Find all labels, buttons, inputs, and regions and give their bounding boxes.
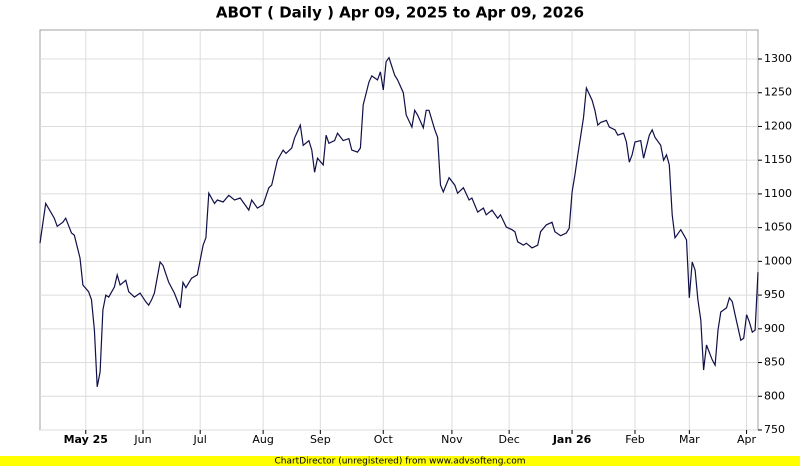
y-tick-label: 1300	[764, 52, 792, 65]
x-tick-label: Dec	[498, 433, 519, 446]
x-tick-label: Nov	[441, 433, 463, 446]
x-tick-label: Aug	[252, 433, 273, 446]
y-tick-label: 1000	[764, 254, 792, 267]
plot-area	[39, 29, 759, 431]
chart-title: ABOT ( Daily ) Apr 09, 2025 to Apr 09, 2…	[216, 4, 584, 22]
x-tick-label: May 25	[64, 433, 108, 446]
x-tick-label: Jan 26	[552, 433, 592, 446]
x-tick-label: Mar	[679, 433, 700, 446]
x-tick-label: Oct	[374, 433, 394, 446]
y-tick-label: 900	[764, 322, 785, 335]
x-tick-label: Jul	[193, 433, 207, 446]
y-tick-label: 1100	[764, 187, 792, 200]
x-tick-label: Feb	[625, 433, 644, 446]
y-tick-label: 750	[764, 423, 785, 436]
y-tick-label: 850	[764, 356, 785, 369]
footer: ChartDirector (unregistered) from www.ad…	[274, 457, 525, 467]
y-tick-label: 1150	[764, 153, 792, 166]
footer-bar	[0, 456, 800, 466]
y-tick-label: 800	[764, 389, 785, 402]
x-tick-label: Jun	[133, 433, 151, 446]
y-tick-label: 1200	[764, 119, 792, 132]
x-tick-label: Apr	[737, 433, 757, 446]
y-tick-label: 1050	[764, 221, 792, 234]
price-line	[39, 56, 759, 387]
y-tick-label: 950	[764, 288, 785, 301]
y-tick-label: 1250	[764, 86, 792, 99]
x-tick-label: Sep	[310, 433, 331, 446]
